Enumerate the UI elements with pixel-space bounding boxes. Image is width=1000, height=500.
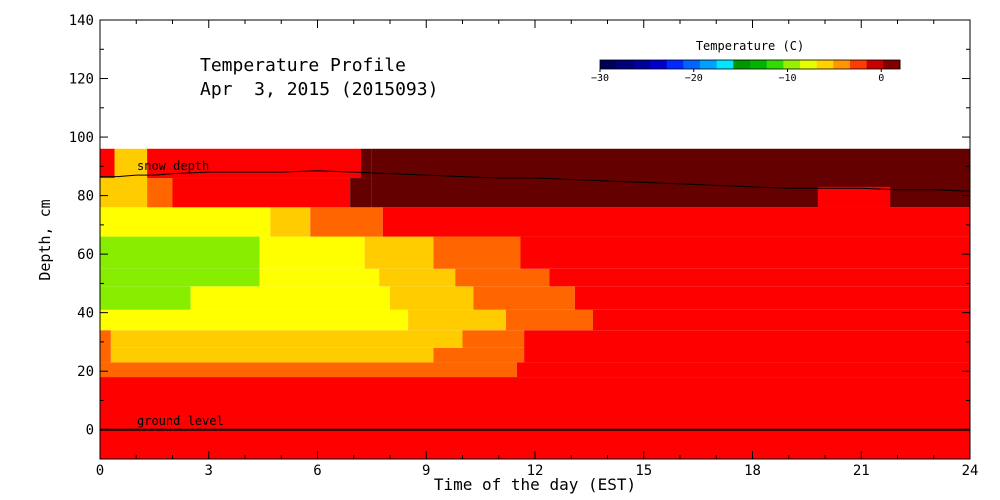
- x-tick-label-4: 12: [527, 463, 544, 479]
- heatmap-cell-33: [114, 148, 148, 208]
- colorbar-swatch-1: [616, 60, 634, 69]
- heatmap-cell-24: [259, 236, 365, 269]
- y-tick-label-3: 60: [77, 247, 94, 263]
- heatmap-cell-34: [147, 178, 173, 208]
- x-tick-label-5: 15: [635, 463, 652, 479]
- x-axis-label: Time of the day (EST): [434, 475, 636, 494]
- colorbar-swatch-14: [833, 60, 851, 69]
- colorbar-swatch-13: [816, 60, 834, 69]
- heatmap-cell-30: [310, 207, 383, 237]
- x-tick-label-2: 6: [313, 463, 321, 479]
- heatmap-cell-17: [574, 286, 970, 310]
- colorbar-swatch-17: [883, 60, 901, 69]
- colorbar-swatch-15: [850, 60, 868, 69]
- heatmap-cell-37: [100, 148, 115, 179]
- colorbar-swatch-12: [800, 60, 818, 69]
- chart-title: Temperature Profile: [200, 55, 406, 76]
- heatmap-cell-15: [390, 286, 474, 310]
- heatmap-cell-0: [100, 377, 970, 459]
- colorbar-tick-label-0: −30: [591, 73, 609, 84]
- y-tick-label-7: 140: [69, 13, 94, 29]
- heatmap-cell-26: [433, 236, 521, 269]
- colorbar-swatch-8: [733, 60, 751, 69]
- heatmap-cell-39: [361, 148, 372, 179]
- heatmap-cell-7: [462, 330, 525, 348]
- heatmap-cell-22: [549, 268, 970, 287]
- heatmap-cell-27: [520, 236, 970, 269]
- colorbar-swatch-9: [750, 60, 768, 69]
- heatmap-cell-41: [817, 186, 891, 208]
- heatmap-cell-16: [473, 286, 575, 310]
- x-axis: 0 3 6 9 12 15 18 21 24: [96, 20, 979, 479]
- colorbar-swatch-4: [666, 60, 684, 69]
- colorbar-tick-label-2: −10: [778, 73, 796, 84]
- y-tick-label-4: 80: [77, 189, 94, 205]
- heatmap-cell-21: [455, 268, 550, 287]
- y-axis-label: Depth, cm: [36, 199, 54, 280]
- y-axis: 0 20 40 60 80 100 120 140: [69, 13, 970, 460]
- colorbar-ticks: −30 −20 −10 0: [591, 69, 884, 84]
- colorbar-tick-label-1: −20: [685, 73, 703, 84]
- heatmap-cell-29: [270, 207, 311, 237]
- x-tick-label-8: 24: [962, 463, 979, 479]
- colorbar: Temperature (C) −30 −20 −10 0: [591, 39, 901, 84]
- heatmap-cell-9: [100, 309, 409, 331]
- snow-depth-line: [100, 170, 971, 192]
- heatmap-cell-4: [110, 347, 434, 363]
- heatmap-cell-28: [100, 207, 271, 237]
- heatmap-cell-23: [100, 236, 260, 269]
- heatmap-cell-8: [524, 330, 970, 363]
- heatmap-cell-11: [506, 309, 593, 331]
- x-tick-label-7: 21: [853, 463, 870, 479]
- heatmap-cell-6: [110, 330, 463, 348]
- x-tick-label-3: 9: [422, 463, 430, 479]
- colorbar-swatch-5: [683, 60, 701, 69]
- heatmap-cell-36: [350, 178, 372, 208]
- heatmap-cell-10: [408, 309, 506, 331]
- colorbar-swatch-6: [700, 60, 718, 69]
- colorbar-swatch-3: [650, 60, 668, 69]
- x-tick-label-0: 0: [96, 463, 104, 479]
- x-tick-label-1: 3: [205, 463, 213, 479]
- heatmap-cell-32: [100, 178, 115, 208]
- heatmap-cell-5: [433, 347, 525, 363]
- x-tick-label-6: 18: [744, 463, 761, 479]
- heatmap-cell-31: [382, 207, 970, 237]
- colorbar-swatch-10: [766, 60, 784, 69]
- y-tick-label-0: 0: [86, 423, 94, 439]
- heatmap-cell-14: [190, 286, 390, 310]
- heatmap-cells: [100, 148, 970, 459]
- y-tick-label-1: 20: [77, 364, 94, 380]
- line-layer: [100, 170, 971, 431]
- heatmap-cell-1: [100, 362, 517, 378]
- heatmap-cell-12: [593, 309, 970, 331]
- chart-subtitle: Apr 3, 2015 (2015093): [200, 79, 438, 100]
- colorbar-swatch-16: [866, 60, 884, 69]
- y-tick-label-5: 100: [69, 130, 94, 146]
- snow-depth-label: snow depth: [137, 159, 209, 173]
- y-tick-label-6: 120: [69, 72, 94, 88]
- colorbar-tick-label-3: 0: [878, 73, 884, 84]
- heatmap-cell-2: [516, 362, 970, 378]
- colorbar-swatches: [599, 59, 901, 70]
- heatmap-cell-25: [364, 236, 434, 269]
- colorbar-swatch-7: [716, 60, 734, 69]
- colorbar-swatch-11: [783, 60, 801, 69]
- ground-level-label: ground level: [137, 414, 224, 428]
- y-tick-label-2: 40: [77, 306, 94, 322]
- heatmap-cell-20: [379, 268, 456, 287]
- colorbar-title: Temperature (C): [696, 39, 804, 53]
- heatmap-cell-13: [100, 286, 191, 310]
- colorbar-frame: [599, 59, 901, 70]
- heatmap-cell-35: [172, 178, 351, 208]
- heatmap-cell-3: [100, 330, 111, 363]
- heatmap-cell-18: [100, 268, 260, 287]
- heatmap-cell-19: [259, 268, 380, 287]
- colorbar-swatch-2: [633, 60, 651, 69]
- colorbar-swatch-0: [600, 60, 618, 69]
